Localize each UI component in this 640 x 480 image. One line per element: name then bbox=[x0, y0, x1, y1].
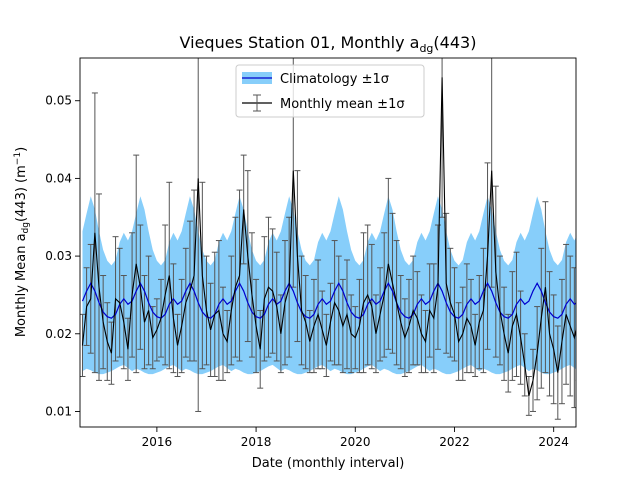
y-tick-label: 0.03 bbox=[45, 249, 72, 263]
legend-box bbox=[235, 64, 425, 118]
chart-title-subscript: dg bbox=[419, 42, 433, 55]
x-axis-label: Date (monthly interval) bbox=[252, 456, 405, 471]
chart-title: Vieques Station 01, Monthly adg(443) bbox=[180, 33, 477, 55]
x-axis: 2016 2018 2020 2022 2024 bbox=[142, 427, 569, 449]
y-tick-label: 0.02 bbox=[45, 327, 72, 341]
x-tick-label: 2020 bbox=[340, 435, 371, 449]
chart-title-tail: (443) bbox=[433, 33, 476, 52]
monthly-mean-line bbox=[81, 77, 576, 397]
x-tick-label: 2024 bbox=[538, 435, 569, 449]
y-axis-label-close: ) bbox=[14, 147, 29, 152]
y-tick-label: 0.01 bbox=[45, 404, 72, 418]
errorbar bbox=[80, 313, 86, 378]
x-tick-label: 2022 bbox=[439, 435, 470, 449]
legend-climatology-label: Climatology ±1σ bbox=[280, 72, 389, 87]
plot-frame bbox=[79, 57, 577, 428]
y-axis-label-main: Monthly Mean a bbox=[14, 233, 29, 337]
y-tick-label: 0.04 bbox=[45, 171, 72, 185]
climatology-band bbox=[82, 196, 576, 375]
y-axis-label: Monthly Mean adg(443) (m−1) bbox=[13, 147, 31, 337]
chart-title-main: Vieques Station 01, Monthly a bbox=[180, 33, 420, 52]
y-tick-label: 0.05 bbox=[45, 94, 72, 108]
x-tick-label: 2016 bbox=[142, 435, 173, 449]
y-axis-label-tail: (443) (m bbox=[14, 165, 29, 222]
climatology-line bbox=[81, 282, 576, 319]
legend-monthly-label: Monthly mean ±1σ bbox=[280, 97, 405, 112]
x-tick-label: 2018 bbox=[241, 435, 272, 449]
legend: Climatology ±1σ Monthly mean ±1σ bbox=[235, 64, 425, 118]
y-axis: 0.01 0.02 0.03 0.04 0.05 bbox=[45, 94, 80, 418]
y-axis-label-superscript: −1 bbox=[13, 152, 23, 165]
y-axis-label-subscript: dg bbox=[21, 222, 31, 233]
